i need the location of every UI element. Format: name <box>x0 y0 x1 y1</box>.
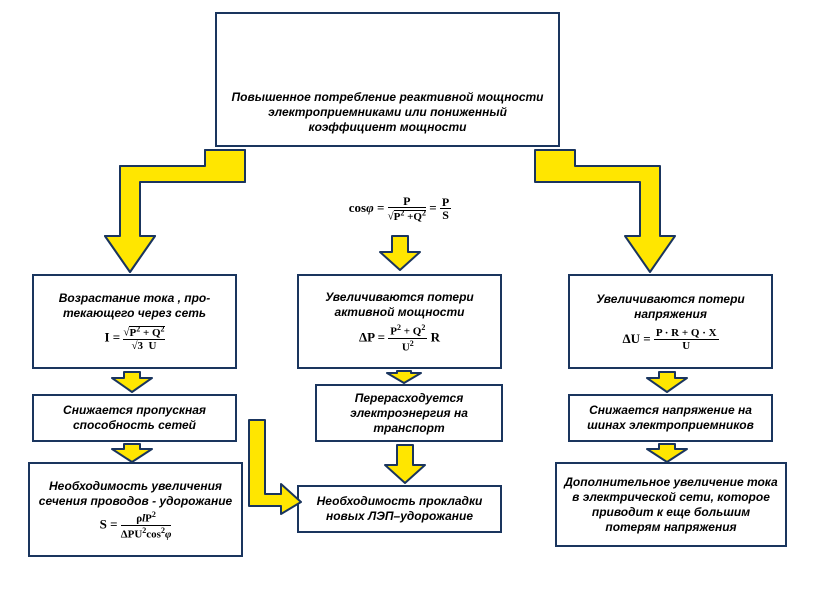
arrow-right2-right3 <box>645 442 689 464</box>
arrow-right1-right2 <box>645 370 689 394</box>
mid2-box: Перерасходуется электроэнергия на трансп… <box>315 384 503 442</box>
left2-box: Снижается пропускная способность сетей <box>32 394 237 442</box>
right1-box: Увеличиваются потери напряжения ΔU = P ·… <box>568 274 773 369</box>
left3-text: Необходимость увеличения сечения проводо… <box>36 479 235 509</box>
right1-formula: ΔU = P · R + Q · X U <box>622 328 718 352</box>
left2-text: Снижается пропускная способность сетей <box>40 403 229 433</box>
left3-formula: S = ρlP2 ΔPU2cos2φ <box>100 511 172 540</box>
arrow-root-to-right <box>505 148 685 274</box>
left3-box: Необходимость увеличения сечения проводо… <box>28 462 243 557</box>
arrow-left2-to-mid3 <box>247 418 303 516</box>
root-box: Повышенное потребление реактивной мощнос… <box>215 12 560 147</box>
left1-text: Возрастание тока , про-текающего через с… <box>40 291 229 321</box>
right2-text: Снижается напряжение на шинах электропри… <box>576 403 765 433</box>
arrow-root-to-mid <box>378 234 422 272</box>
arrow-left2-left3 <box>110 442 154 464</box>
right1-text: Увеличиваются потери напряжения <box>576 292 765 322</box>
mid3-box: Необходимость прокладки новых ЛЭП–удорож… <box>297 485 502 533</box>
mid2-text: Перерасходуется электроэнергия на трансп… <box>323 391 495 436</box>
arrow-root-to-left <box>95 148 275 274</box>
left1-box: Возрастание тока , про-текающего через с… <box>32 274 237 369</box>
arrow-left1-left2 <box>110 370 154 394</box>
mid3-text: Необходимость прокладки новых ЛЭП–удорож… <box>305 494 494 524</box>
right2-box: Снижается напряжение на шинах электропри… <box>568 394 773 442</box>
arrow-mid2-mid3 <box>383 443 427 485</box>
left1-formula: I = √P2 + Q2 √3 U <box>104 325 164 352</box>
center-formula: cosφ = P √P2 +Q2 = P S <box>300 195 500 223</box>
arrow-mid1-mid2 <box>385 369 423 385</box>
mid1-box: Увеличиваются потери активной мощности Δ… <box>297 274 502 369</box>
mid1-text: Увеличиваются потери активной мощности <box>305 290 494 320</box>
mid1-formula: ΔP = P2 + Q2 U2 R <box>359 324 440 353</box>
right3-text: Дополнительное увеличение тока в электри… <box>563 475 779 535</box>
right3-box: Дополнительное увеличение тока в электри… <box>555 462 787 547</box>
root-text: Повышенное потребление реактивной мощнос… <box>223 90 552 135</box>
